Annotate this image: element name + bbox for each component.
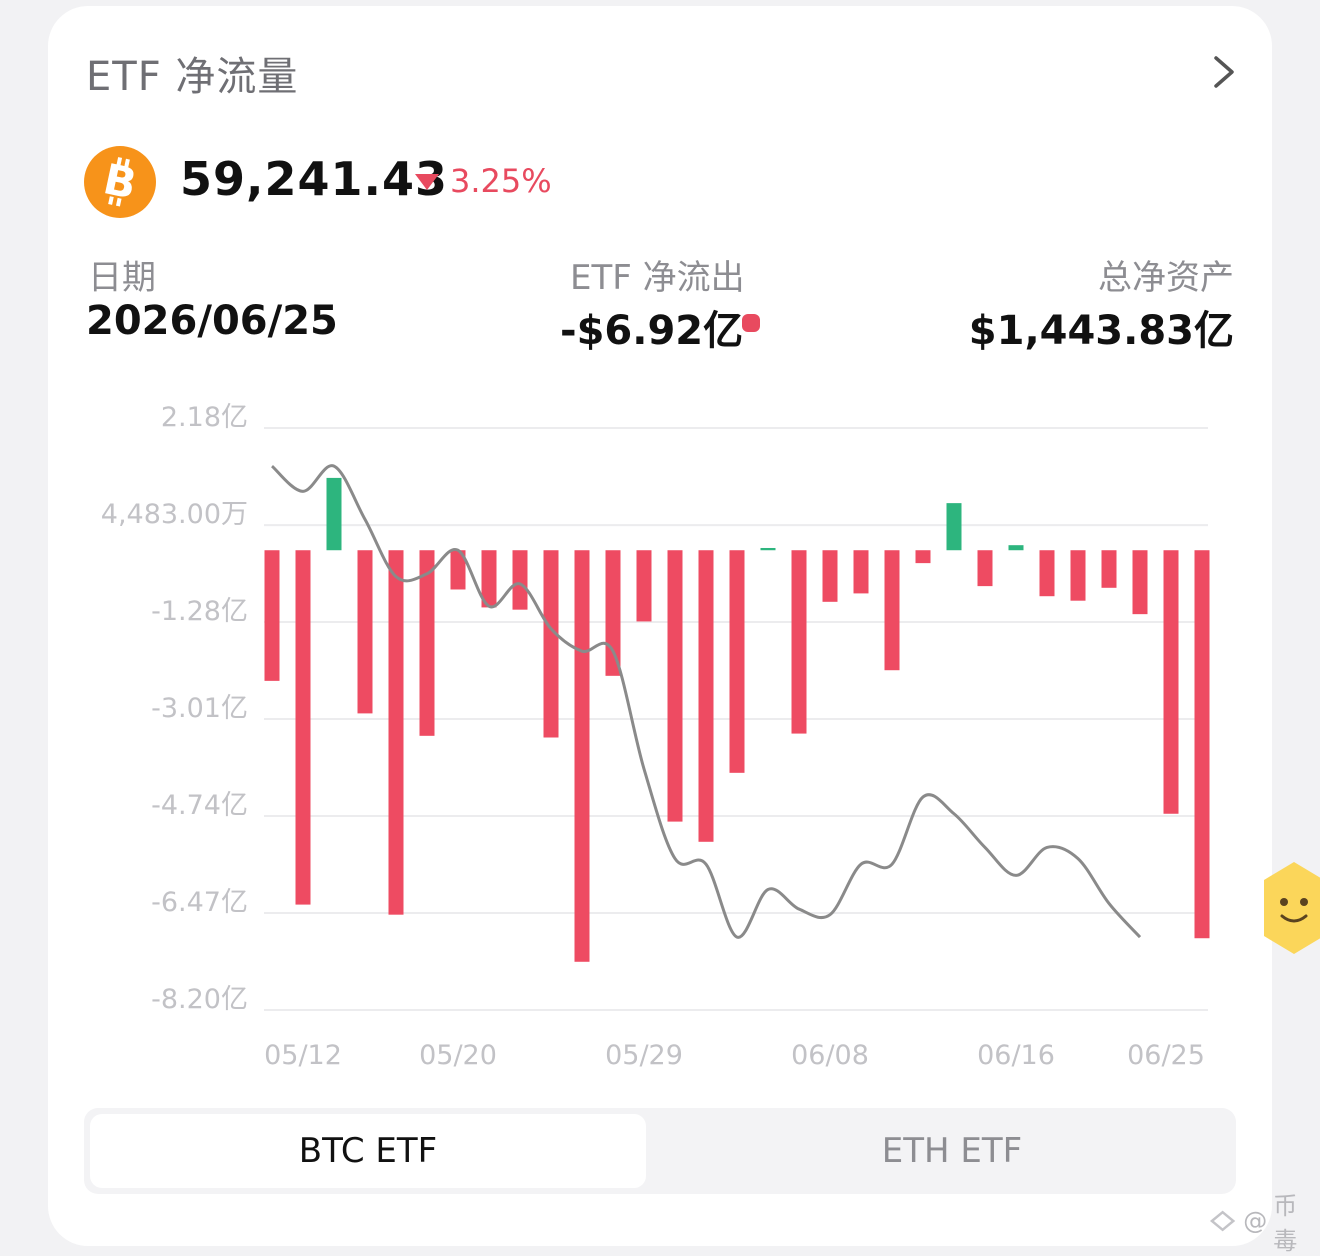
y-tick-label: -6.47亿: [151, 887, 248, 918]
total-net-assets-label: 总净资产: [1098, 258, 1234, 298]
y-tick-label: -4.74亿: [151, 790, 248, 821]
flow-bar: [326, 477, 342, 551]
x-tick-label: 05/29: [605, 1040, 683, 1071]
net-outflow-label: ETF 净流出: [570, 258, 745, 298]
flow-bar: [1039, 550, 1055, 597]
bitcoin-icon: B: [84, 146, 156, 218]
flow-bar: [295, 550, 311, 905]
x-tick-label: 06/16: [977, 1040, 1055, 1071]
y-tick-label: -3.01亿: [151, 693, 248, 724]
flow-bar: [946, 503, 962, 551]
outflow-indicator-dot: [742, 314, 760, 332]
flow-bar: [791, 550, 807, 734]
etf-flow-card: [48, 6, 1272, 1246]
date-value: 2026/06/25: [86, 298, 338, 344]
flow-bar: [388, 550, 404, 915]
flow-bar: [636, 550, 652, 622]
flow-bar: [729, 550, 745, 773]
y-tick-label: -1.28亿: [151, 596, 248, 627]
watermark-at: @: [1243, 1207, 1268, 1235]
flow-bar: [884, 550, 900, 671]
flow-bar: [667, 550, 683, 822]
y-tick-label: 4,483.00万: [101, 499, 248, 530]
flow-bar: [450, 550, 466, 590]
flow-bar: [977, 550, 993, 587]
flow-bar: [1163, 550, 1179, 814]
x-tick-label: 05/12: [264, 1040, 342, 1071]
flow-bar: [1194, 550, 1210, 939]
etf-tab-bar: BTC ETF ETH ETF: [84, 1108, 1236, 1194]
x-tick-label: 05/20: [419, 1040, 497, 1071]
btc-price: 59,241.43: [180, 152, 448, 206]
watermark-text: 币毒: [1273, 1192, 1298, 1255]
y-tick-label: -8.20亿: [151, 984, 248, 1015]
flow-bar: [853, 550, 869, 594]
flow-bar: [1070, 550, 1086, 601]
flow-bar: [1008, 545, 1024, 551]
flow-bar: [1132, 550, 1148, 615]
x-tick-label: 06/25: [1127, 1040, 1205, 1071]
tab-eth-etf[interactable]: ETH ETF: [881, 1131, 1023, 1171]
flow-bar: [1101, 550, 1117, 588]
flow-bar: [574, 550, 590, 962]
watermark-logo-icon: [1209, 1210, 1236, 1232]
card-title[interactable]: ETF 净流量: [86, 54, 299, 100]
flow-bar: [605, 550, 621, 676]
flow-bar: [512, 550, 528, 610]
watermark: @ 币毒: [1208, 1186, 1320, 1256]
flow-bar: [419, 550, 435, 736]
flow-bar: [822, 550, 838, 602]
flow-bar: [481, 550, 497, 608]
flow-bar: [264, 550, 280, 681]
flow-bar: [915, 550, 931, 564]
trend-line: [270, 464, 1142, 939]
net-outflow-value: -$6.92亿: [560, 308, 744, 354]
floating-assistant-icon[interactable]: [1254, 858, 1320, 958]
flow-bar: [760, 547, 776, 551]
total-net-assets-value: $1,443.83亿: [968, 308, 1234, 354]
date-label: 日期: [88, 258, 156, 298]
flow-bar: [698, 550, 714, 842]
flow-bar: [543, 550, 559, 738]
x-tick-label: 06/08: [791, 1040, 869, 1071]
etf-flow-chart[interactable]: 2.18亿 4,483.00万 -1.28亿 -3.01亿 -4.74亿 -6.47亿 -8…: [0, 380, 1320, 1080]
flow-bar: [357, 550, 373, 714]
down-arrow-icon: [415, 174, 439, 190]
price-change: 3.25%: [450, 162, 552, 200]
tab-btc-etf[interactable]: BTC ETF: [90, 1114, 646, 1188]
y-tick-label: 2.18亿: [161, 402, 248, 433]
chevron-right-icon[interactable]: [1206, 52, 1240, 92]
